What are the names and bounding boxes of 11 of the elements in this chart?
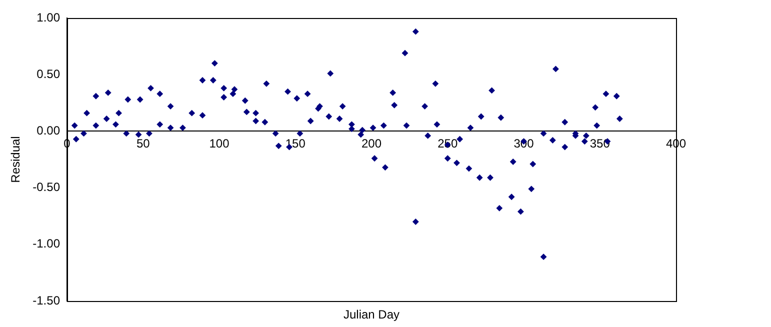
x-tick-label: 100: [209, 136, 230, 151]
y-tick-label: -1.00: [32, 236, 60, 251]
x-tick-label: 50: [136, 136, 150, 151]
y-tick-label: 0.00: [36, 124, 60, 138]
y-tick-label: 1.00: [36, 10, 60, 24]
x-axis-title: Julian Day: [343, 307, 400, 322]
y-tick-label: 0.50: [36, 66, 60, 81]
y-axis-title: Residual: [8, 136, 22, 183]
x-tick-label: 200: [361, 136, 382, 151]
y-tick-label: -0.50: [32, 180, 60, 194]
y-tick-label: -1.50: [32, 293, 60, 308]
